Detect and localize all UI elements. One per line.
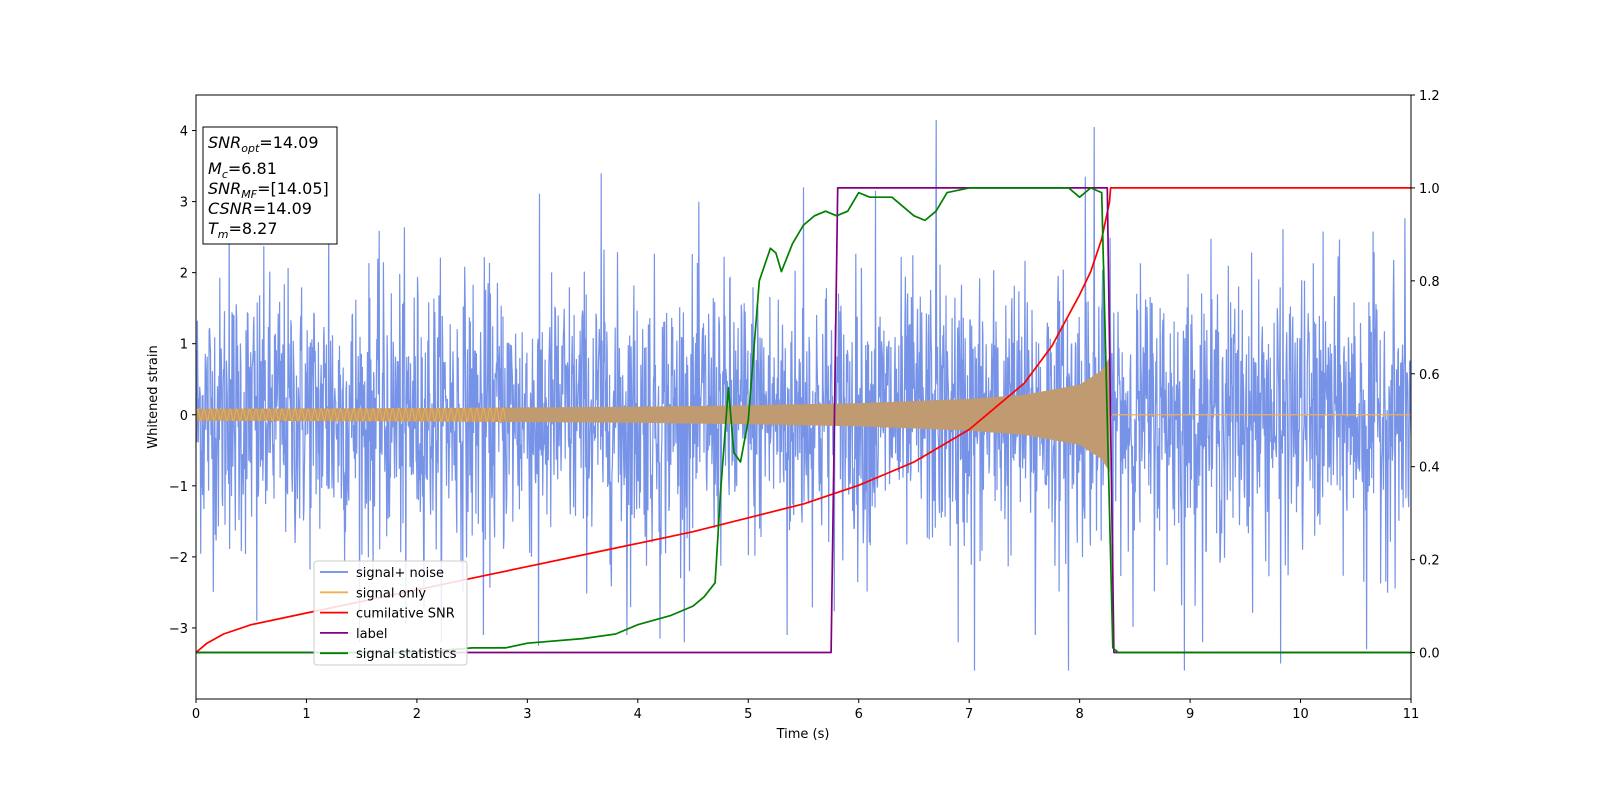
x-tick-label: 3 <box>523 707 531 722</box>
annotation-subscript: m <box>218 228 229 241</box>
annotation-symbol: SNR <box>208 179 241 198</box>
x-tick-label: 8 <box>1075 707 1083 722</box>
annotation-line: SNRMF=[14.05] <box>208 179 329 201</box>
legend-entry: cumilative SNR <box>356 607 455 622</box>
legend-entry: signal+ noise <box>356 566 444 581</box>
y-right-tick-label: 0.0 <box>1419 647 1440 662</box>
annotation-line: Tm=8.27 <box>208 219 278 241</box>
x-tick-label: 0 <box>192 707 200 722</box>
annotation-line: SNRopt=14.09 <box>208 133 319 155</box>
y-left-tick-label: 3 <box>180 196 188 211</box>
legend: signal+ noise signal only cumilative SNR la… <box>313 560 468 666</box>
annotation-symbol: M <box>208 159 222 178</box>
x-tick-label: 1 <box>302 707 310 722</box>
legend-entry: signal statistics <box>356 647 457 662</box>
legend-entry: signal only <box>356 586 426 601</box>
legend-frame <box>313 560 468 666</box>
series-signal-statistics-line <box>196 187 1411 654</box>
legend-entry: label <box>356 627 387 642</box>
y-left-tick-label: 0 <box>180 409 188 424</box>
annotation-subscript: c <box>222 168 228 181</box>
x-axis-ticks: 0 1 2 3 4 5 6 7 8 9 10 11 <box>192 699 1419 722</box>
annotation-value: =14.09 <box>259 133 318 152</box>
y-left-tick-label: 4 <box>180 125 188 140</box>
annotation-subscript: MF <box>241 188 257 201</box>
series-signal-only-envelope <box>196 357 1110 473</box>
annotation-value: =8.27 <box>229 219 278 238</box>
x-tick-label: 9 <box>1186 707 1194 722</box>
y-left-axis-ticks: −3 −2 −1 0 1 2 3 4 <box>169 125 196 637</box>
y-right-tick-label: 1.2 <box>1419 89 1440 104</box>
x-tick-label: 6 <box>855 707 863 722</box>
y-left-tick-label: 1 <box>180 338 188 353</box>
x-axis-label: Time (s) <box>776 727 830 742</box>
plot-frame <box>195 94 1412 700</box>
y-right-axis-ticks: 0.0 0.2 0.4 0.6 0.8 1.0 1.2 <box>1411 89 1440 662</box>
y-axis-label: Whitened strain <box>146 345 161 448</box>
x-tick-label: 11 <box>1403 707 1420 722</box>
annotation-value: =6.81 <box>228 159 277 178</box>
annotation-subscript: opt <box>241 142 260 155</box>
annotation-symbol: SNR <box>208 133 241 152</box>
annotation-value: =14.09 <box>253 199 312 218</box>
annotation-line: Mc=6.81 <box>208 159 277 181</box>
y-right-tick-label: 0.6 <box>1419 368 1440 383</box>
y-right-tick-label: 0.8 <box>1419 275 1440 290</box>
annotation-line: CSNR=14.09 <box>208 199 312 218</box>
y-right-tick-label: 1.0 <box>1419 182 1440 197</box>
y-left-tick-label: 2 <box>180 267 188 282</box>
annotation-box: SNRopt=14.09Mc=6.81SNRMF=[14.05]CSNR=14.… <box>202 126 338 245</box>
y-left-tick-label: −3 <box>169 622 188 637</box>
x-tick-label: 7 <box>965 707 973 722</box>
annotation-symbol: T <box>208 219 219 238</box>
y-left-tick-label: −2 <box>169 551 188 566</box>
series-signal-plus-noise-line <box>196 119 1411 671</box>
annotation-symbol: CSNR <box>208 199 253 218</box>
y-right-tick-label: 0.2 <box>1419 554 1440 569</box>
y-left-tick-label: −1 <box>169 480 188 495</box>
annotation-value: =[14.05] <box>257 179 329 198</box>
x-tick-label: 2 <box>413 707 421 722</box>
y-right-tick-label: 0.4 <box>1419 461 1440 476</box>
series-signal-only-line <box>196 407 506 423</box>
x-tick-label: 5 <box>744 707 752 722</box>
x-tick-label: 10 <box>1292 707 1309 722</box>
annotation-frame <box>202 126 338 245</box>
x-tick-label: 4 <box>634 707 642 722</box>
